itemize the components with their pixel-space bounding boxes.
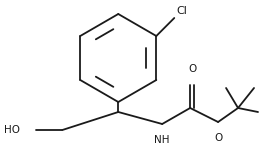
Text: O: O <box>188 64 196 74</box>
Text: HO: HO <box>4 125 21 135</box>
Text: O: O <box>214 133 222 143</box>
Text: Cl: Cl <box>176 6 187 16</box>
Text: NH: NH <box>154 135 170 145</box>
